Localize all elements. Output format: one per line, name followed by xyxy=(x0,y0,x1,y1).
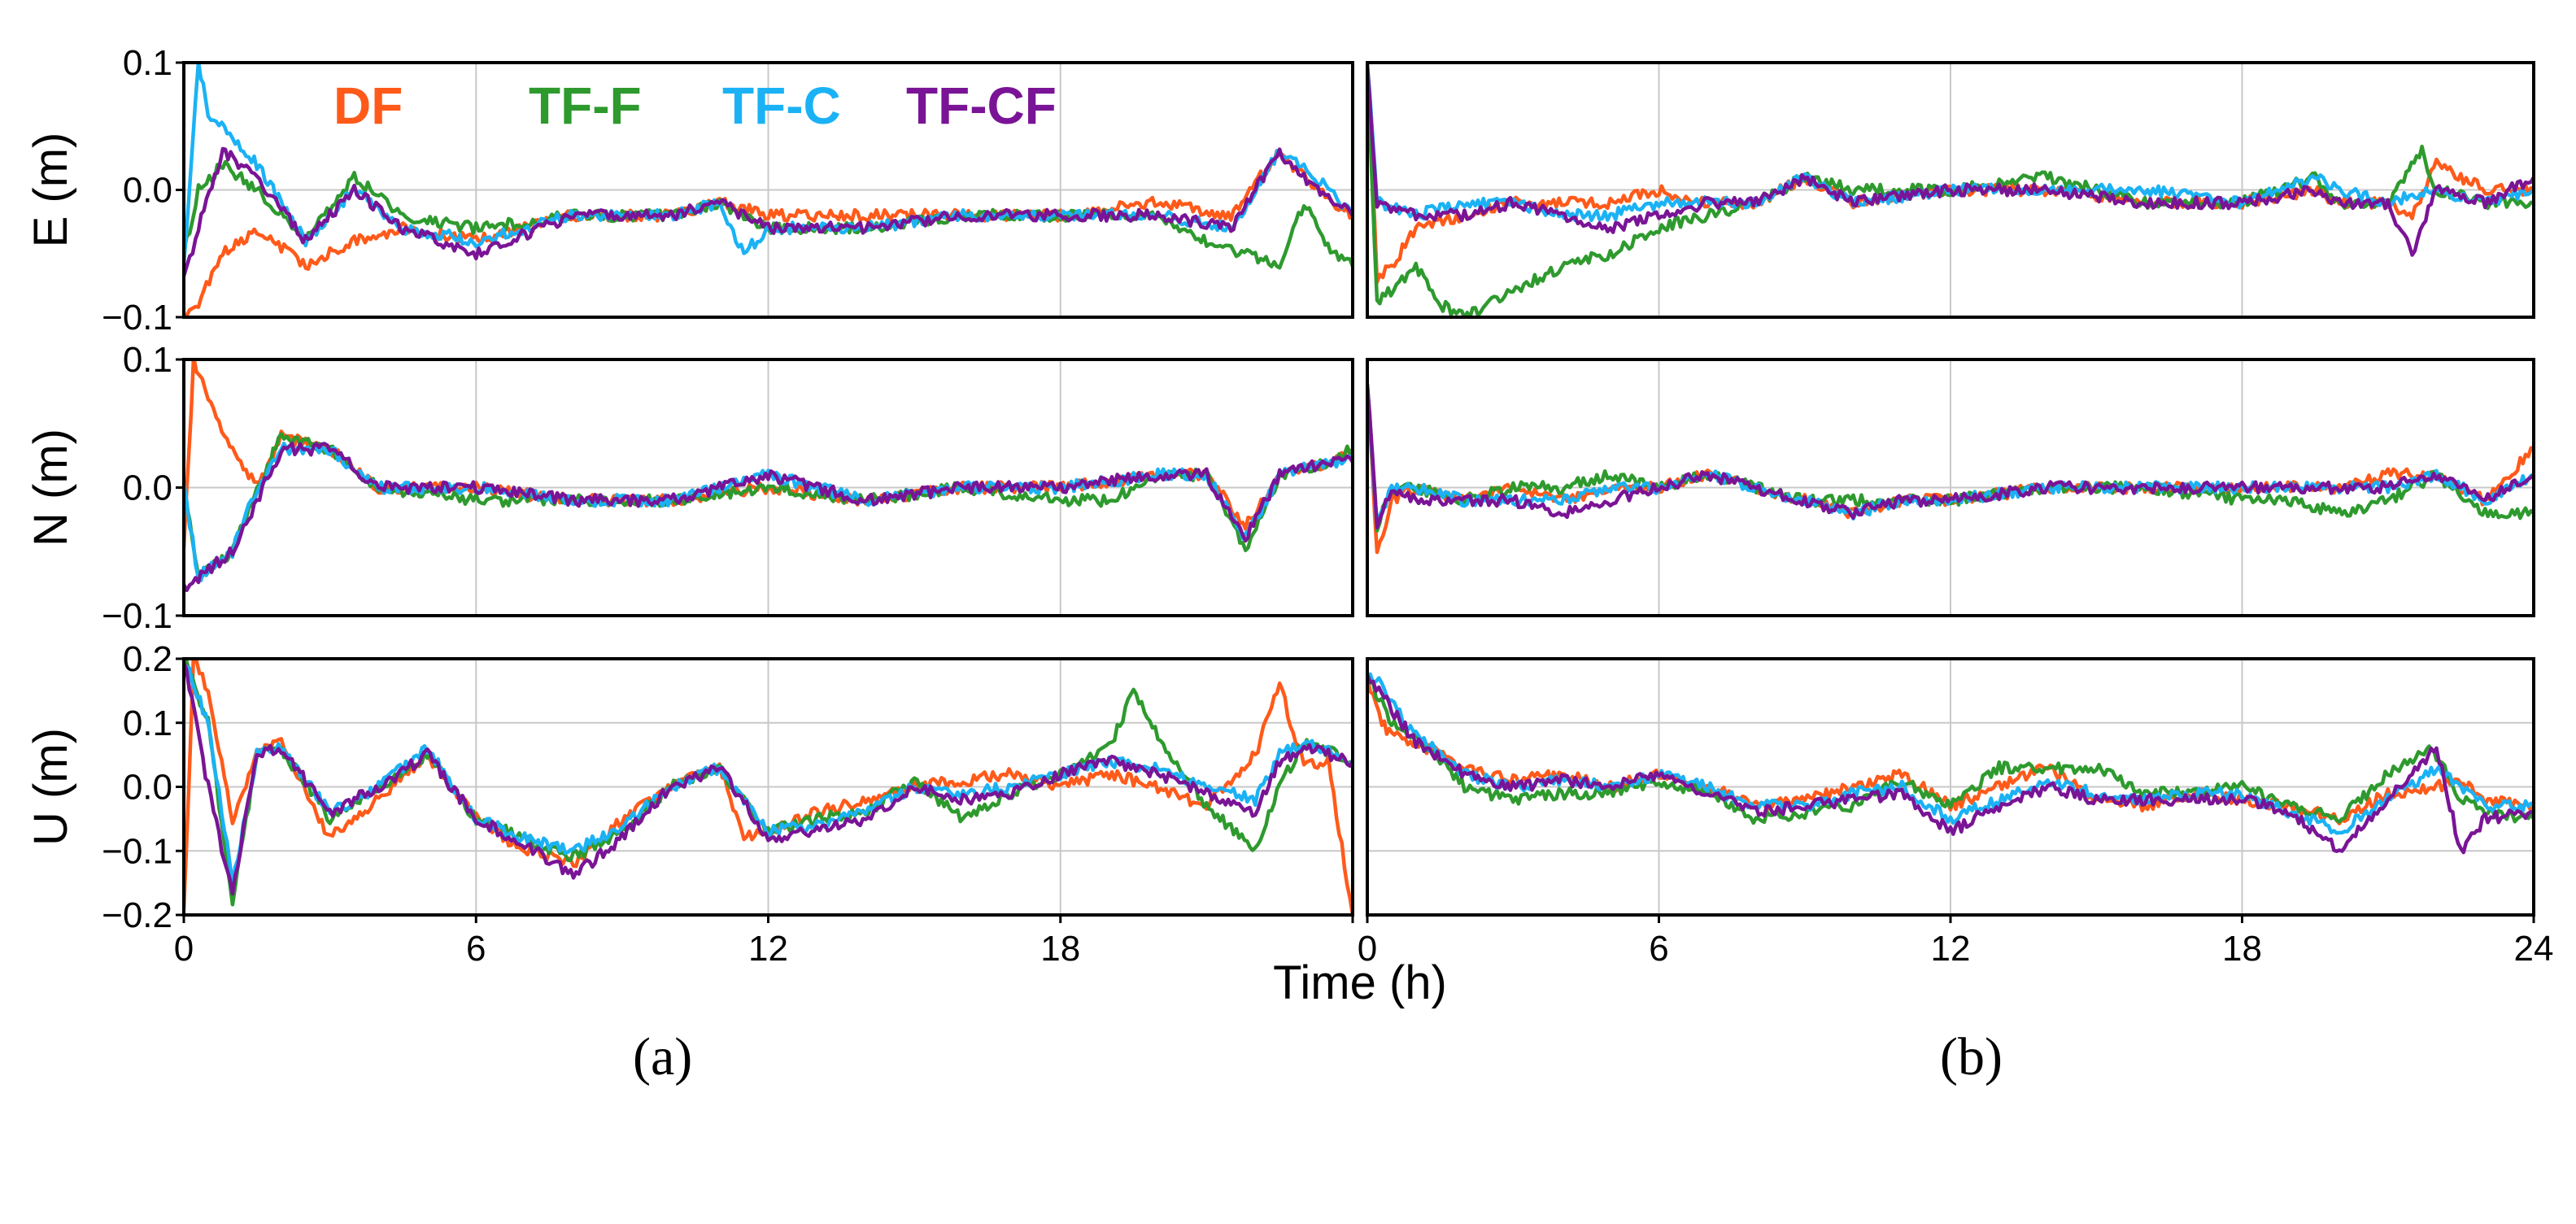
x-tick-label: 18 xyxy=(2222,929,2262,969)
x-tick-label: 24 xyxy=(2514,929,2554,969)
series-line-df xyxy=(184,148,1353,317)
panel-label-a: (a) xyxy=(633,1027,693,1087)
legend-item-df: DF xyxy=(333,76,403,135)
subplot-a-U: −0.2 −0.1 0.0 0.1 0.2 U (m) 0 6 12 18 xyxy=(24,639,1354,969)
y-tick-label: −0.1 xyxy=(102,831,172,871)
x-tick-label: 12 xyxy=(748,929,788,969)
subplot-b-E xyxy=(1366,61,2535,319)
legend-item-tf-cf: TF-CF xyxy=(906,76,1057,135)
y-tick-label: 0.1 xyxy=(123,43,172,83)
legend-item-tf-c: TF-C xyxy=(722,76,841,135)
x-tick-label: 12 xyxy=(1931,929,1971,969)
series-line-df xyxy=(1367,385,2534,555)
series-line-tf-cf xyxy=(1367,63,2534,257)
subplot-a-E: −0.1 0.0 0.1 E (m) xyxy=(24,43,1354,338)
y-tick-label: 0.0 xyxy=(123,468,172,508)
subplot-a-N: −0.1 0.0 0.1 N (m) xyxy=(24,340,1354,636)
x-axis-label: Time (h) xyxy=(1273,956,1447,1009)
x-tick-label: 6 xyxy=(466,929,486,969)
subplot-b-N xyxy=(1366,358,2535,617)
axes-frame xyxy=(1366,61,2535,319)
y-tick-label: 0.0 xyxy=(123,768,172,808)
series-line-tf-cf xyxy=(184,146,1353,277)
x-tick-label: 0 xyxy=(1358,929,1377,969)
x-tick-label: 0 xyxy=(174,929,194,969)
panel-label-b: (b) xyxy=(1940,1027,2003,1087)
series-line-tf-f xyxy=(1367,675,2534,825)
y-tick-label: −0.1 xyxy=(102,298,172,338)
y-tick-label: 0.1 xyxy=(123,703,172,743)
x-tick-label: 18 xyxy=(1040,929,1080,969)
legend-item-tf-f: TF-F xyxy=(529,76,642,135)
plot-area: −0.10.00.1E (m)−0.10.00.1N (m)−0.2−0.10.… xyxy=(24,43,2553,1009)
series-line-tf-cf xyxy=(1367,673,2534,855)
y-tick-label: 0.1 xyxy=(123,340,172,380)
y-axis-label: U (m) xyxy=(24,728,77,846)
y-tick-label: 0.0 xyxy=(123,171,172,211)
x-tick-label: 6 xyxy=(1649,929,1668,969)
subplot-b-U: 0 6 12 18 24 xyxy=(1358,657,2554,969)
axes-frame xyxy=(1366,358,2535,617)
y-axis-label: N (m) xyxy=(24,429,77,547)
series-line-tf-cf xyxy=(184,442,1353,593)
series-line-tf-cf xyxy=(1367,384,2534,530)
y-tick-label: −0.2 xyxy=(102,895,172,935)
series-line-tf-cf xyxy=(184,661,1353,896)
y-tick-label: 0.2 xyxy=(123,639,172,679)
y-axis-label: E (m) xyxy=(24,133,77,248)
y-tick-label: −0.1 xyxy=(102,596,172,636)
